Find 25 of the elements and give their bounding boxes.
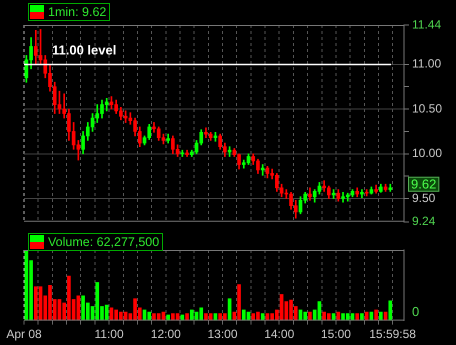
y-tick-label: 10.50 <box>412 101 442 116</box>
bar <box>228 298 232 321</box>
x-tick-label: 15:00 <box>320 327 352 342</box>
x-tick-label: 14:00 <box>264 327 295 342</box>
y-tick-label: 9.24 <box>412 214 436 228</box>
bar <box>185 313 189 321</box>
legend-label: Volume: 62,277,500 <box>48 235 160 249</box>
y-tick-label: 11.44 <box>412 17 442 32</box>
x-tick-label: Apr 08 <box>6 327 42 342</box>
bar <box>332 313 336 321</box>
y-tick-label: 11.00 <box>412 56 442 71</box>
legend-label: 1min: 9.62 <box>48 5 106 19</box>
x-tick-label: 11:00 <box>94 327 124 342</box>
bar <box>384 312 388 321</box>
x-tick-label: 13:00 <box>207 327 238 342</box>
bar <box>388 300 392 321</box>
ref-line-label: 11.00 level <box>52 42 116 58</box>
x-tick-label: 15:59:58 <box>369 327 416 342</box>
x-tick-label: 12:00 <box>150 327 182 342</box>
y-tick-label: 10.00 <box>412 146 442 160</box>
bar <box>308 312 312 321</box>
y-tick-label: 9.50 <box>412 190 436 205</box>
text: 9.62 <box>411 176 436 192</box>
text: 0 <box>412 304 420 320</box>
bar <box>360 313 364 321</box>
